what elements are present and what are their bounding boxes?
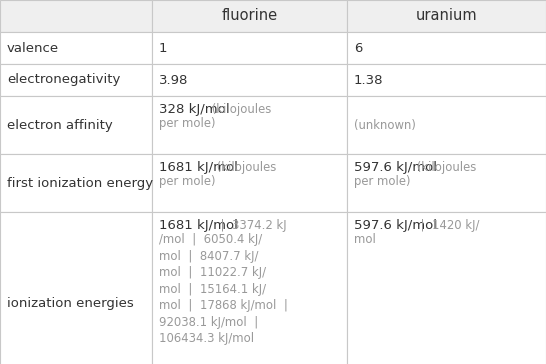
Bar [152,212,347,364]
Text: electron affinity: electron affinity [7,119,113,131]
Bar [347,212,546,364]
Bar [0,96,152,154]
Bar [0,64,152,96]
Text: (kilojoules: (kilojoules [209,103,272,116]
Text: per mole): per mole) [159,175,216,188]
Text: (kilojoules: (kilojoules [413,161,477,174]
Bar [152,154,347,212]
Text: 328 kJ/mol: 328 kJ/mol [159,103,229,116]
Text: 3.98: 3.98 [159,74,188,87]
Bar [347,32,546,64]
Text: 6: 6 [354,41,363,55]
Text: 1.38: 1.38 [354,74,383,87]
Bar [347,64,546,96]
Bar [0,212,152,364]
Text: 1681 kJ/mol: 1681 kJ/mol [159,161,238,174]
Text: (unknown): (unknown) [354,119,416,131]
Text: valence: valence [7,41,59,55]
Text: per mole): per mole) [354,175,411,188]
Text: |  3374.2 kJ: | 3374.2 kJ [213,219,287,232]
Text: 597.6 kJ/mol: 597.6 kJ/mol [354,219,437,232]
Text: 1681 kJ/mol: 1681 kJ/mol [159,219,238,232]
Bar [152,32,347,64]
Text: 1: 1 [159,41,168,55]
Text: fluorine: fluorine [222,8,277,24]
Bar [0,0,152,32]
Text: mol: mol [354,233,376,246]
Bar [0,154,152,212]
Text: (kilojoules: (kilojoules [213,161,277,174]
Text: first ionization energy: first ionization energy [7,177,153,190]
Bar [152,96,347,154]
Text: uranium: uranium [416,8,477,24]
Bar [0,32,152,64]
Bar [152,0,347,32]
Text: 597.6 kJ/mol: 597.6 kJ/mol [354,161,437,174]
Text: |  1420 kJ/: | 1420 kJ/ [413,219,479,232]
Bar [347,0,546,32]
Bar [152,64,347,96]
Text: per mole): per mole) [159,117,216,130]
Text: electronegativity: electronegativity [7,74,120,87]
Text: ionization energies: ionization energies [7,297,134,309]
Text: /mol  |  6050.4 kJ/
mol  |  8407.7 kJ/
mol  |  11022.7 kJ/
mol  |  15164.1 kJ/
m: /mol | 6050.4 kJ/ mol | 8407.7 kJ/ mol |… [159,233,288,345]
Bar [347,96,546,154]
Bar [347,154,546,212]
